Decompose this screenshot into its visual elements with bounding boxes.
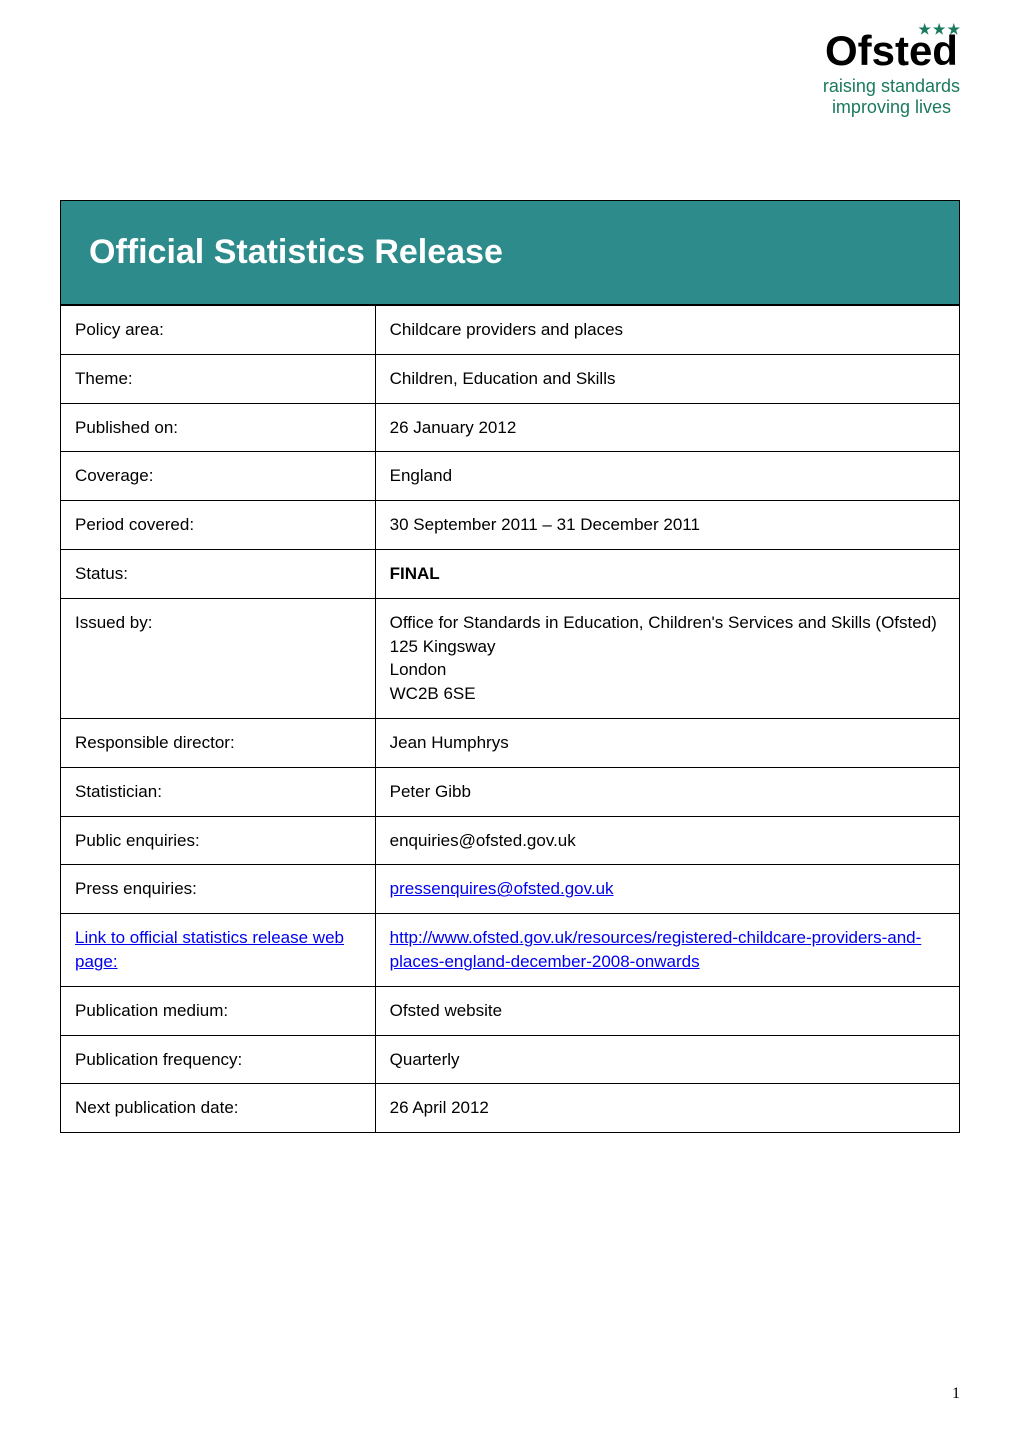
row-value: FINAL — [375, 549, 959, 598]
table-row: Press enquiries: pressenquires@ofsted.go… — [61, 865, 960, 914]
table-row: Policy area: Childcare providers and pla… — [61, 306, 960, 355]
row-label: Coverage: — [61, 452, 376, 501]
table-row: Theme: Children, Education and Skills — [61, 354, 960, 403]
row-value: Childcare providers and places — [375, 306, 959, 355]
row-value: Peter Gibb — [375, 767, 959, 816]
info-table-body: Policy area: Childcare providers and pla… — [61, 306, 960, 1133]
logo-stars-icon: ★★★ — [918, 22, 962, 36]
table-row: Next publication date: 26 April 2012 — [61, 1084, 960, 1133]
info-table: Policy area: Childcare providers and pla… — [60, 305, 960, 1133]
row-label: Public enquiries: — [61, 816, 376, 865]
row-label: Link to official statistics release web … — [61, 914, 376, 987]
logo-wordmark: Ofsted ★★★ — [823, 30, 960, 72]
row-value: Ofsted website — [375, 986, 959, 1035]
ofsted-logo: Ofsted ★★★ raising standards improving l… — [823, 30, 960, 118]
row-value: Office for Standards in Education, Child… — [375, 598, 959, 718]
row-label: Policy area: — [61, 306, 376, 355]
table-row: Publication frequency: Quarterly — [61, 1035, 960, 1084]
webpage-label-link[interactable]: Link to official statistics release web … — [75, 928, 344, 971]
row-value: 26 January 2012 — [375, 403, 959, 452]
row-value: Jean Humphrys — [375, 718, 959, 767]
row-label: Next publication date: — [61, 1084, 376, 1133]
header-banner: Official Statistics Release — [60, 200, 960, 305]
row-value: 26 April 2012 — [375, 1084, 959, 1133]
table-row: Link to official statistics release web … — [61, 914, 960, 987]
row-value: Children, Education and Skills — [375, 354, 959, 403]
row-label: Period covered: — [61, 501, 376, 550]
logo-tagline-2: improving lives — [823, 97, 960, 118]
row-value: http://www.ofsted.gov.uk/resources/regis… — [375, 914, 959, 987]
page-number: 1 — [952, 1385, 960, 1403]
row-label: Statistician: — [61, 767, 376, 816]
row-label: Issued by: — [61, 598, 376, 718]
webpage-url-link[interactable]: http://www.ofsted.gov.uk/resources/regis… — [390, 928, 922, 971]
table-row: Published on: 26 January 2012 — [61, 403, 960, 452]
table-row: Public enquiries: enquiries@ofsted.gov.u… — [61, 816, 960, 865]
row-value: pressenquires@ofsted.gov.uk — [375, 865, 959, 914]
table-row: Statistician: Peter Gibb — [61, 767, 960, 816]
table-row: Period covered: 30 September 2011 – 31 D… — [61, 501, 960, 550]
page-title: Official Statistics Release — [89, 233, 931, 272]
press-email-link[interactable]: pressenquires@ofsted.gov.uk — [390, 879, 614, 898]
row-label: Status: — [61, 549, 376, 598]
logo-tagline-1: raising standards — [823, 76, 960, 97]
row-label: Theme: — [61, 354, 376, 403]
row-value: enquiries@ofsted.gov.uk — [375, 816, 959, 865]
row-label: Responsible director: — [61, 718, 376, 767]
row-label: Publication medium: — [61, 986, 376, 1035]
row-label: Publication frequency: — [61, 1035, 376, 1084]
table-row: Issued by: Office for Standards in Educa… — [61, 598, 960, 718]
row-value: England — [375, 452, 959, 501]
row-label: Published on: — [61, 403, 376, 452]
table-row: Responsible director: Jean Humphrys — [61, 718, 960, 767]
table-row: Publication medium: Ofsted website — [61, 986, 960, 1035]
table-row: Status: FINAL — [61, 549, 960, 598]
row-value: 30 September 2011 – 31 December 2011 — [375, 501, 959, 550]
row-value: Quarterly — [375, 1035, 959, 1084]
table-row: Coverage: England — [61, 452, 960, 501]
row-label: Press enquiries: — [61, 865, 376, 914]
